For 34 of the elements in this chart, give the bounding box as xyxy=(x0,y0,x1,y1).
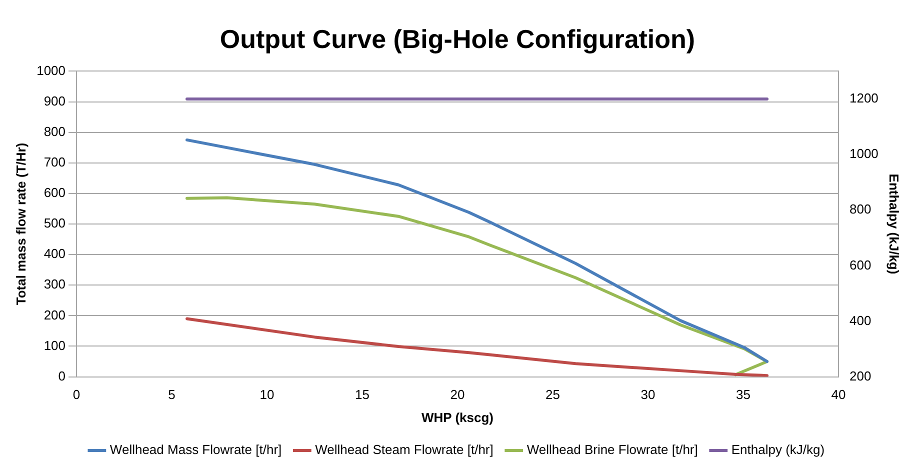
y-tick-label: 800 xyxy=(44,124,66,139)
y2-tick-label: 400 xyxy=(849,312,872,328)
y2-tick-label: 600 xyxy=(849,257,872,272)
y-tick-label: 700 xyxy=(44,154,66,170)
x-tick-label: 0 xyxy=(72,387,80,402)
y2-tick-label: 1200 xyxy=(849,90,878,106)
y2-tick-label: 200 xyxy=(849,368,872,384)
legend-label: Wellhead Steam Flowrate [t/hr] xyxy=(315,442,494,458)
y2-axis-title: Enthalpy (kJ/kg) xyxy=(886,174,902,274)
x-tick-label: 35 xyxy=(736,387,750,402)
y-tick-label: 100 xyxy=(44,338,66,353)
x-tick-label: 20 xyxy=(450,387,465,402)
x-tick-label: 40 xyxy=(831,387,846,402)
y-tick-label: 1000 xyxy=(36,62,66,78)
legend-label: Enthalpy (kJ/kg) xyxy=(731,442,825,458)
y2-tick-label: 1000 xyxy=(849,146,878,162)
x-tick-label: 10 xyxy=(260,387,274,402)
x-axis-title: WHP (kscg) xyxy=(422,410,494,425)
y-tick-label: 0 xyxy=(58,368,66,384)
y-tick-label: 200 xyxy=(44,307,66,322)
x-tick-label: 25 xyxy=(546,387,560,402)
y-axis-title: Total mass flow rate (T/Hr) xyxy=(13,142,28,306)
x-tick-label: 30 xyxy=(640,387,656,402)
y2-tick-label: 800 xyxy=(849,202,872,217)
legend-label: Wellhead Brine Flowrate [t/hr] xyxy=(526,442,698,458)
y-tick-label: 600 xyxy=(44,185,66,200)
chart-title: Output Curve (Big-Hole Configuration) xyxy=(220,24,696,54)
y-tick-label: 400 xyxy=(44,246,66,262)
x-tick-label: 15 xyxy=(355,387,370,402)
y-tick-label: 900 xyxy=(44,93,66,108)
y-tick-label: 500 xyxy=(44,216,66,231)
x-tick-label: 5 xyxy=(168,387,176,402)
legend-label: Wellhead Mass Flowrate [t/hr] xyxy=(110,442,282,458)
y-tick-label: 300 xyxy=(44,276,66,292)
